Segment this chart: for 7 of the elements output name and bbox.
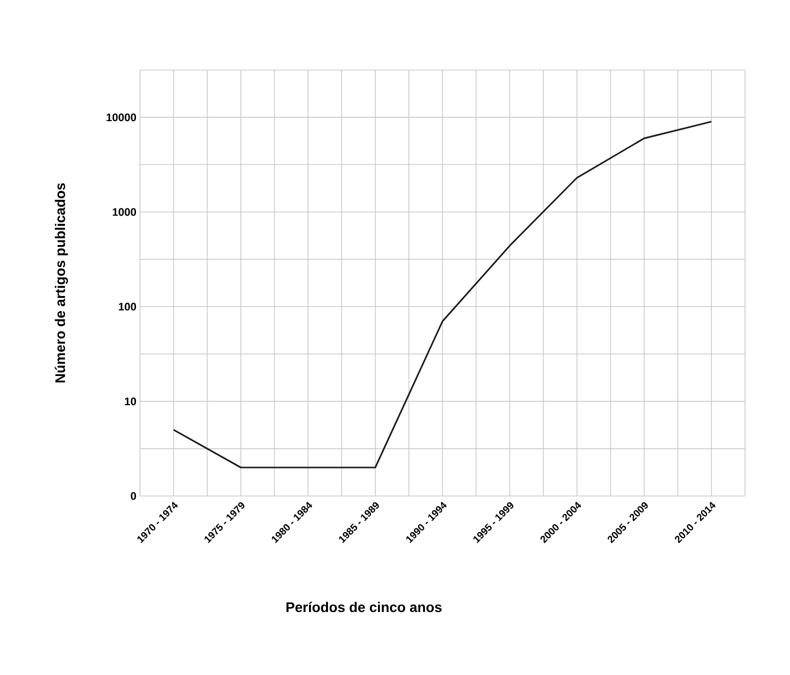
y-tick-label: 10000: [106, 113, 136, 122]
y-tick-label: 100: [118, 302, 136, 311]
y-tick-label: 0: [130, 492, 136, 500]
y-tick-label: 10: [124, 397, 136, 406]
x-axis-title: Períodos de cinco anos: [286, 602, 442, 612]
y-tick-label: 1000: [112, 208, 136, 216]
y-axis-title: Número de artigos publicados: [54, 183, 68, 382]
